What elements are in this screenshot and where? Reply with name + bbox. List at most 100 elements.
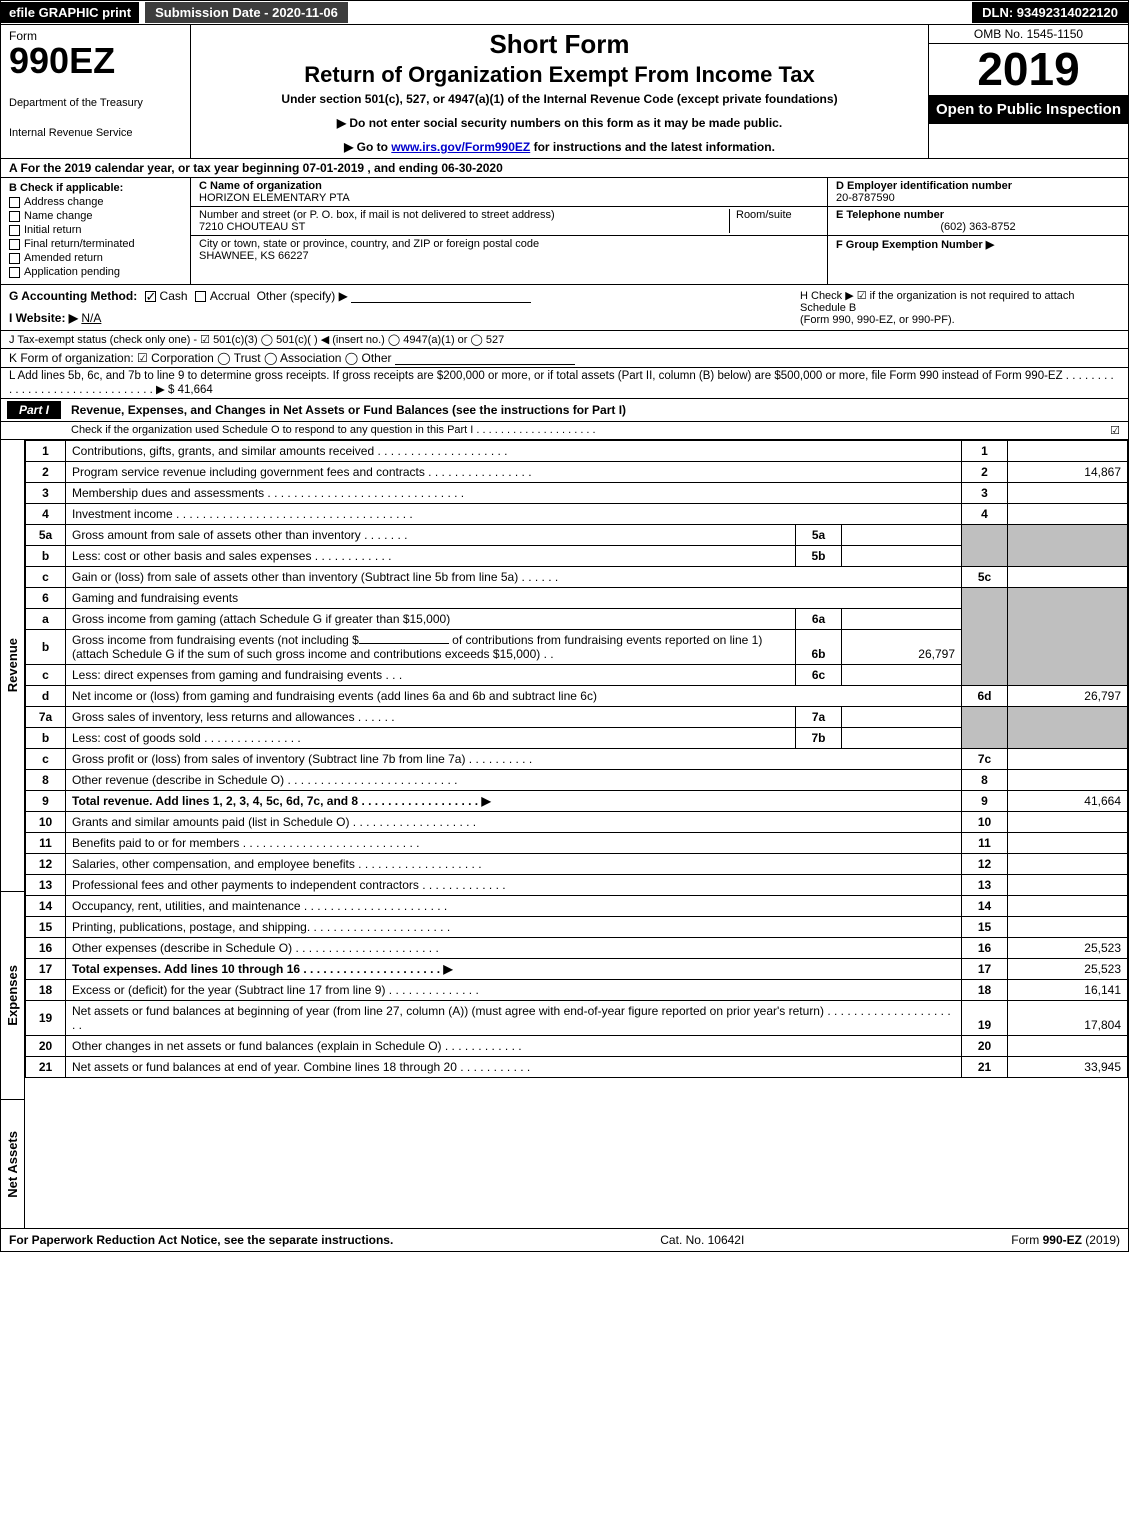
- instructions-link[interactable]: www.irs.gov/Form990EZ: [391, 140, 530, 154]
- g-label: G Accounting Method:: [9, 289, 137, 303]
- line-18: 18Excess or (deficit) for the year (Subt…: [26, 980, 1128, 1001]
- form-page: efile GRAPHIC print Submission Date - 20…: [0, 0, 1129, 1252]
- return-title: Return of Organization Exempt From Incom…: [201, 62, 918, 88]
- omb-number: OMB No. 1545-1150: [929, 25, 1128, 44]
- efile-print-button[interactable]: efile GRAPHIC print: [1, 2, 139, 23]
- header-center: Short Form Return of Organization Exempt…: [191, 25, 928, 158]
- block-bcdef: B Check if applicable: Address change Na…: [1, 178, 1128, 285]
- under-subtitle: Under section 501(c), 527, or 4947(a)(1)…: [201, 92, 918, 106]
- g-other-input[interactable]: [351, 289, 531, 303]
- e-phone-label: E Telephone number: [836, 209, 1120, 221]
- h-text1: H Check ▶ ☑ if the organization is not r…: [800, 289, 1120, 314]
- ck-final-return[interactable]: Final return/terminated: [9, 238, 182, 250]
- ck-accrual[interactable]: [195, 291, 206, 302]
- part-i-header: Part I Revenue, Expenses, and Changes in…: [1, 399, 1128, 422]
- note-ssn: ▶ Do not enter social security numbers o…: [201, 116, 918, 130]
- section-c: C Name of organization HORIZON ELEMENTAR…: [191, 178, 828, 284]
- part-i-sublabel: Check if the organization used Schedule …: [1, 422, 1128, 440]
- line-6d: dNet income or (loss) from gaming and fu…: [26, 686, 1128, 707]
- netassets-label: Net Assets: [3, 1123, 22, 1206]
- row-j: J Tax-exempt status (check only one) - ☑…: [1, 331, 1128, 349]
- line-20: 20Other changes in net assets or fund ba…: [26, 1036, 1128, 1057]
- side-labels-col: Revenue Expenses Net Assets: [1, 440, 25, 1228]
- room-suite-label: Room/suite: [729, 209, 819, 233]
- dept-treasury: Department of the Treasury: [9, 97, 182, 109]
- d-ein-value: 20-8787590: [836, 192, 1120, 204]
- d-ein-label: D Employer identification number: [836, 180, 1120, 192]
- line-1: 1Contributions, gifts, grants, and simil…: [26, 441, 1128, 462]
- line-13: 13Professional fees and other payments t…: [26, 875, 1128, 896]
- line-5c: cGain or (loss) from sale of assets othe…: [26, 567, 1128, 588]
- expenses-label: Expenses: [3, 957, 22, 1034]
- tax-year: 2019: [929, 44, 1128, 95]
- footer-mid: Cat. No. 10642I: [660, 1233, 744, 1247]
- line-5a: 5aGross amount from sale of assets other…: [26, 525, 1128, 546]
- ck-initial-return[interactable]: Initial return: [9, 224, 182, 236]
- h-text2: (Form 990, 990-EZ, or 990-PF).: [800, 314, 1120, 326]
- note2-post: for instructions and the latest informat…: [530, 140, 775, 154]
- i-value: N/A: [81, 311, 101, 325]
- open-public-inspection: Open to Public Inspection: [929, 95, 1128, 124]
- note2-pre: ▶ Go to: [344, 140, 391, 154]
- section-b: B Check if applicable: Address change Na…: [1, 178, 191, 284]
- ck-address-change[interactable]: Address change: [9, 196, 182, 208]
- k-other-input[interactable]: [395, 351, 575, 365]
- city-value: SHAWNEE, KS 66227: [199, 250, 819, 262]
- line-14: 14Occupancy, rent, utilities, and mainte…: [26, 896, 1128, 917]
- line-21: 21Net assets or fund balances at end of …: [26, 1057, 1128, 1078]
- ck-amended-return[interactable]: Amended return: [9, 252, 182, 264]
- city-label: City or town, state or province, country…: [199, 238, 819, 250]
- form-header: Form 990EZ Department of the Treasury In…: [1, 25, 1128, 159]
- footer-left: For Paperwork Reduction Act Notice, see …: [9, 1233, 393, 1247]
- part-i-tag: Part I: [7, 401, 61, 419]
- ck-application-pending[interactable]: Application pending: [9, 266, 182, 278]
- part-i-check[interactable]: ☑: [1110, 424, 1120, 437]
- line-a-tax-year: A For the 2019 calendar year, or tax yea…: [1, 159, 1128, 178]
- row-k: K Form of organization: ☑ Corporation ◯ …: [1, 349, 1128, 368]
- section-b-label: B Check if applicable:: [9, 182, 182, 194]
- top-bar: efile GRAPHIC print Submission Date - 20…: [1, 1, 1128, 25]
- ck-cash[interactable]: [145, 291, 156, 302]
- dln-label: DLN: 93492314022120: [972, 2, 1128, 23]
- line-17: 17Total expenses. Add lines 10 through 1…: [26, 959, 1128, 980]
- part-i-table: Revenue Expenses Net Assets 1Contributio…: [1, 440, 1128, 1229]
- line-8: 8Other revenue (describe in Schedule O) …: [26, 770, 1128, 791]
- submission-date-label: Submission Date - 2020-11-06: [145, 2, 348, 23]
- lines-table: 1Contributions, gifts, grants, and simil…: [25, 440, 1128, 1078]
- form-code: 990EZ: [9, 43, 182, 79]
- line-19: 19Net assets or fund balances at beginni…: [26, 1001, 1128, 1036]
- line-16: 16Other expenses (describe in Schedule O…: [26, 938, 1128, 959]
- note-link: ▶ Go to www.irs.gov/Form990EZ for instru…: [201, 140, 918, 154]
- footer-right: Form 990-EZ (2019): [1011, 1233, 1120, 1247]
- line-9: 9Total revenue. Add lines 1, 2, 3, 4, 5c…: [26, 791, 1128, 812]
- line-12: 12Salaries, other compensation, and empl…: [26, 854, 1128, 875]
- page-footer: For Paperwork Reduction Act Notice, see …: [1, 1229, 1128, 1251]
- line-11: 11Benefits paid to or for members . . . …: [26, 833, 1128, 854]
- row-l: L Add lines 5b, 6c, and 7b to line 9 to …: [1, 368, 1128, 399]
- revenue-label: Revenue: [3, 630, 22, 700]
- line-2: 2Program service revenue including gover…: [26, 462, 1128, 483]
- ck-name-change[interactable]: Name change: [9, 210, 182, 222]
- part-i-title: Revenue, Expenses, and Changes in Net As…: [61, 403, 1128, 417]
- c-name-value: HORIZON ELEMENTARY PTA: [199, 192, 819, 204]
- line-3: 3Membership dues and assessments . . . .…: [26, 483, 1128, 504]
- dept-irs: Internal Revenue Service: [9, 127, 182, 139]
- e-phone-value: (602) 363-8752: [836, 221, 1120, 233]
- header-left: Form 990EZ Department of the Treasury In…: [1, 25, 191, 158]
- addr-value: 7210 CHOUTEAU ST: [199, 221, 729, 233]
- header-right: OMB No. 1545-1150 2019 Open to Public In…: [928, 25, 1128, 158]
- line-10: 10Grants and similar amounts paid (list …: [26, 812, 1128, 833]
- f-group-label: F Group Exemption Number ▶: [836, 239, 994, 251]
- line-4: 4Investment income . . . . . . . . . . .…: [26, 504, 1128, 525]
- row-g-h-i: G Accounting Method: Cash Accrual Other …: [1, 285, 1128, 331]
- i-label: I Website: ▶: [9, 311, 78, 325]
- line-7a: 7aGross sales of inventory, less returns…: [26, 707, 1128, 728]
- line-7c: cGross profit or (loss) from sales of in…: [26, 749, 1128, 770]
- addr-label: Number and street (or P. O. box, if mail…: [199, 209, 729, 221]
- l-gross-receipts: 41,664: [178, 384, 213, 396]
- line-15: 15Printing, publications, postage, and s…: [26, 917, 1128, 938]
- section-def: D Employer identification number 20-8787…: [828, 178, 1128, 284]
- short-form-title: Short Form: [201, 29, 918, 60]
- line-6: 6Gaming and fundraising events: [26, 588, 1128, 609]
- c-name-label: C Name of organization: [199, 180, 819, 192]
